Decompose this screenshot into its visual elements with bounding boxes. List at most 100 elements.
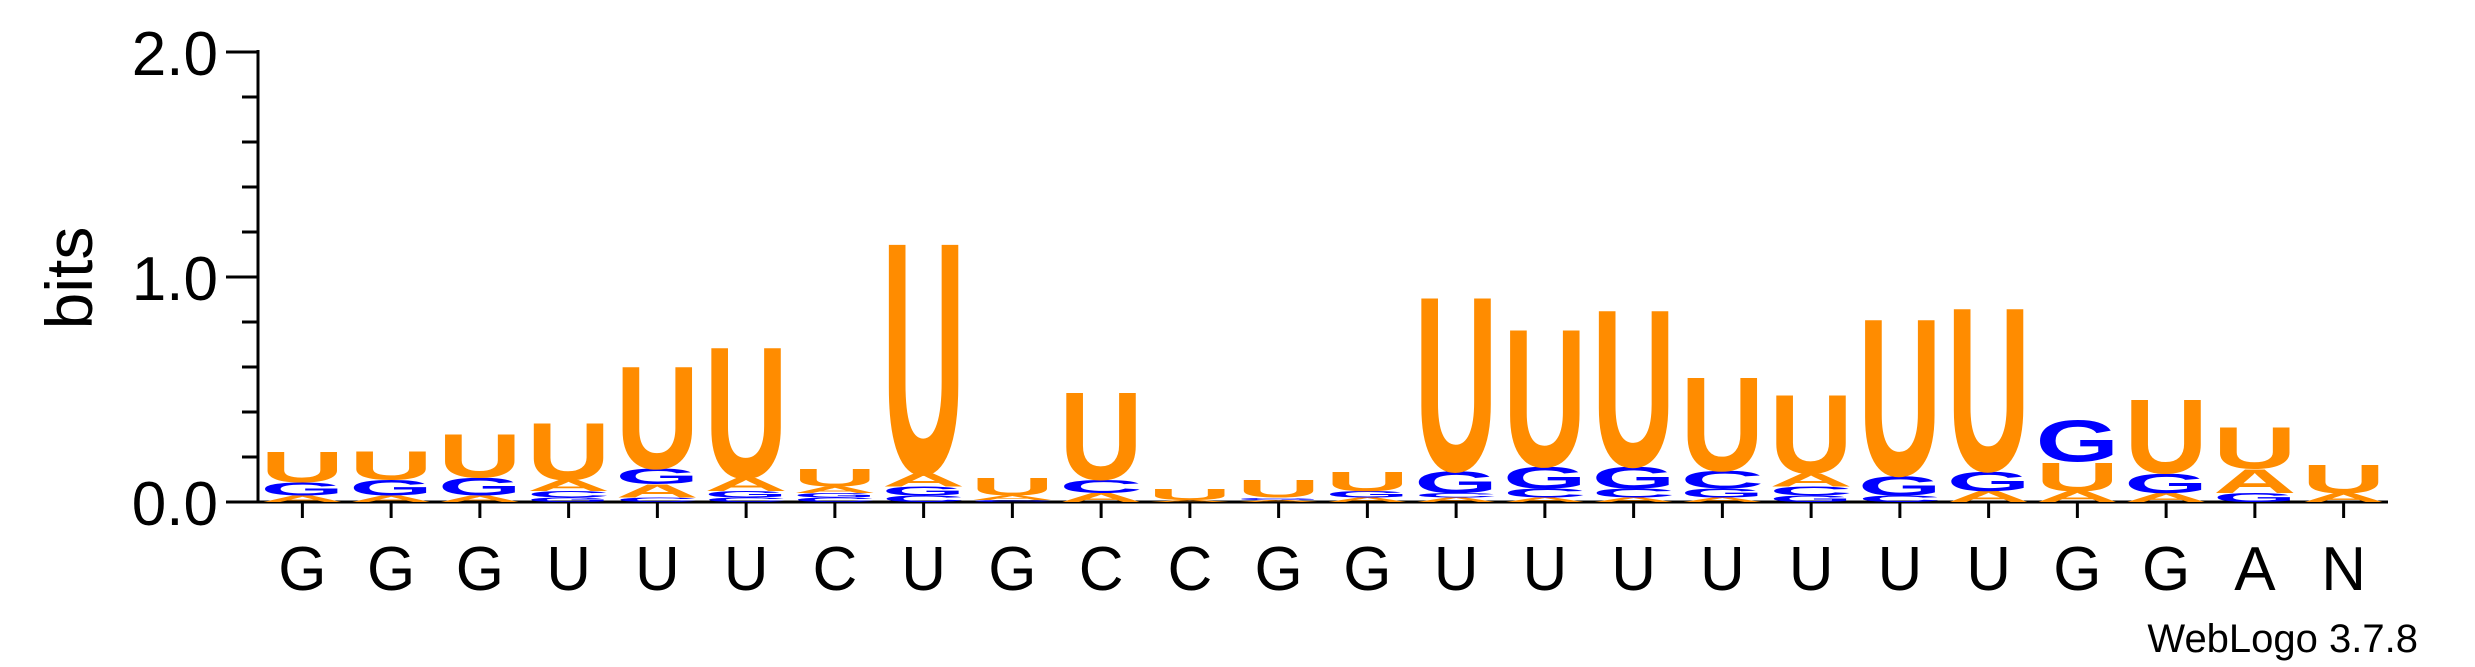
logo-letter-G: G [1503, 460, 1586, 495]
logo-letter-G: G [1237, 497, 1320, 501]
x-tick-label: C [812, 535, 857, 604]
logo-letter-U: U [1326, 465, 1409, 496]
logo-letter-C: C [527, 489, 610, 499]
x-tick-label: G [2142, 535, 2190, 604]
logo-letter-C: C [1769, 484, 1852, 498]
logo-letter-A: A [1237, 499, 1320, 502]
y-tick-label: 0.0 [132, 470, 218, 539]
x-tick-label: U [724, 535, 769, 604]
logo-letter-U: U [1592, 262, 1675, 514]
logo-letter-C: C [793, 496, 876, 503]
x-tick-label: U [1434, 535, 1479, 604]
x-tick-label: U [1522, 535, 1567, 604]
logo-letter-A: A [1148, 499, 1231, 502]
x-tick-label: U [901, 535, 946, 604]
logo-letter-A: A [793, 485, 876, 495]
x-tick-label: U [1877, 535, 1922, 604]
logo-letter-A: A [616, 481, 699, 502]
logo-letter-A: A [1947, 488, 2030, 505]
logo-letter-G: G [1592, 460, 1675, 495]
logo-letter-U: U [1237, 475, 1320, 503]
logo-letter-G: G [2124, 468, 2207, 500]
logo-letter-G: G [793, 492, 876, 499]
logo-letter-A: A [1681, 496, 1764, 503]
logo-letter-A: A [2036, 488, 2119, 505]
logo-letter-U: U [1858, 271, 1941, 523]
logo-letter-U: U [2036, 455, 2119, 500]
logo-letter-U: U [616, 335, 699, 500]
logo-letter-U: U [527, 407, 610, 497]
logo-letter-G: G [704, 489, 787, 499]
logo-letter-A: A [1769, 469, 1852, 490]
logo-letter-G: G [1769, 494, 1852, 504]
logo-letter-U: U [971, 473, 1054, 501]
logo-letter-A: A [882, 469, 965, 490]
x-tick-label: U [1789, 535, 1834, 604]
y-tick-label: 2.0 [132, 20, 218, 89]
logo-letter-A: A [2213, 462, 2296, 500]
logo-letter-G: G [1947, 465, 2030, 497]
logo-letter-G: G [349, 476, 432, 500]
logo-letter-U: U [438, 421, 521, 491]
logo-letter-C: C [1858, 494, 1941, 504]
x-tick-label: C [1079, 535, 1124, 604]
logo-letter-U: U [1059, 366, 1142, 506]
logo-letter-U: U [1947, 260, 2030, 521]
logo-letter-G: G [261, 478, 344, 499]
logo-letter-G: G [1858, 470, 1941, 502]
logo-letter-U: U [2302, 457, 2385, 502]
logo-letter-G: G [2213, 491, 2296, 505]
logo-letter-C: C [1681, 466, 1764, 494]
logo-letter-A: A [704, 474, 787, 495]
logo-letter-C: C [882, 494, 965, 504]
logo-letter-A: A [1414, 496, 1497, 503]
logo-letter-C: C [616, 496, 699, 503]
x-tick-label: G [1343, 535, 1391, 604]
logo-letter-A: A [261, 494, 344, 504]
logo-letter-C: C [971, 499, 1054, 502]
logo-letter-U: U [704, 307, 787, 517]
logo-letter-A: A [2302, 491, 2385, 505]
logo-letter-G: G [1681, 486, 1764, 500]
logo-letter-G: G [527, 496, 610, 503]
logo-letter-A: A [349, 494, 432, 504]
logo-letter-A: A [527, 477, 610, 494]
logo-letter-U: U [1681, 349, 1764, 499]
logo-letter-U: U [793, 464, 876, 492]
logo-letter-U: U [2213, 415, 2296, 481]
weblogo-credit: WebLogo 3.7.8 [2147, 617, 2418, 661]
logo-letter-A: A [1059, 491, 1142, 505]
logo-letter-C: C [704, 496, 787, 503]
x-tick-label: G [367, 535, 415, 604]
logo-letter-A: A [438, 494, 521, 504]
x-tick-label: A [2234, 535, 2276, 604]
x-tick-label: G [988, 535, 1036, 604]
logo-letter-U: U [349, 443, 432, 488]
logo-letter-G: G [1414, 465, 1497, 500]
x-tick-label: G [2053, 535, 2101, 604]
x-tick-label: C [1167, 535, 1212, 604]
x-tick-label: U [546, 535, 591, 604]
y-tick-label: 1.0 [132, 245, 218, 314]
logo-letter-A: A [971, 494, 1054, 501]
x-tick-label: U [1611, 535, 1656, 604]
logo-letter-G: G [1326, 489, 1409, 499]
x-tick-label: U [1966, 535, 2011, 604]
logo-letter-C: C [1592, 486, 1675, 500]
logo-letter-A: A [1503, 496, 1586, 503]
logo-letter-A: A [1592, 496, 1675, 503]
logo-letter-C: C [1503, 486, 1586, 500]
logo-letter-U: U [1503, 289, 1586, 509]
x-tick-label: U [635, 535, 680, 604]
logo-letter-C: C [1059, 476, 1142, 497]
x-tick-label: G [456, 535, 504, 604]
logo-letter-A: A [2124, 491, 2207, 505]
logo-letter-U: U [882, 172, 965, 543]
logo-letter-G: G [2036, 409, 2119, 475]
logo-letter-U: U [261, 442, 344, 491]
logo-letter-G: G [882, 484, 965, 498]
x-tick-label: U [1700, 535, 1745, 604]
logo-letter-G: G [438, 473, 521, 501]
